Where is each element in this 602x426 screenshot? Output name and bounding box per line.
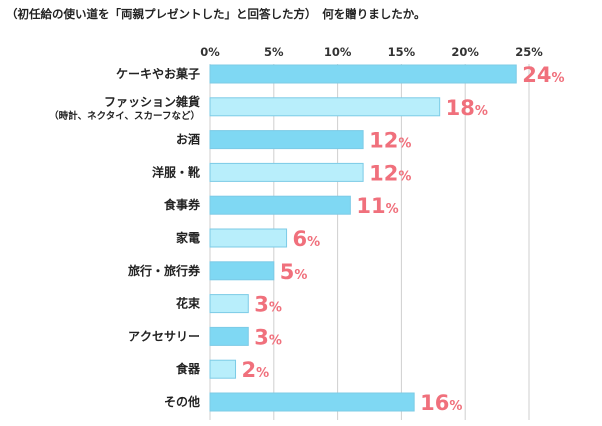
category-label: ファッション雑貨 [104, 94, 200, 109]
data-label: 24% [522, 63, 564, 87]
data-label-value: 11 [356, 194, 385, 218]
x-tick-label: 10% [324, 45, 352, 59]
x-tick-label: 15% [388, 45, 416, 59]
category-label: お酒 [176, 133, 200, 147]
data-label-unit: % [475, 104, 488, 119]
data-label-unit: % [551, 71, 564, 86]
data-label: 3% [254, 293, 282, 317]
bar [209, 97, 441, 117]
x-tick-label: 25% [515, 45, 543, 59]
bar [209, 326, 249, 346]
data-label-value: 18 [446, 96, 475, 120]
category-label: 食事券 [163, 197, 201, 212]
bars [209, 64, 517, 412]
data-label-value: 12 [369, 161, 398, 185]
x-axis-ticks: 0% 5% 10% 15% 20% 25% [200, 45, 543, 59]
bar [209, 162, 364, 182]
data-label: 11% [356, 194, 398, 218]
category-label: 食器 [175, 361, 201, 376]
bar [209, 228, 288, 248]
data-label-value: 3 [254, 293, 269, 317]
data-label-unit: % [307, 235, 320, 250]
data-label: 12% [369, 161, 411, 185]
category-label: 洋服・靴 [152, 164, 200, 179]
category-label: アクセサリー [128, 329, 200, 343]
data-label-unit: % [256, 366, 269, 381]
data-label-value: 5 [280, 260, 295, 284]
data-label-unit: % [386, 202, 399, 217]
bar [209, 294, 249, 314]
data-label: 18% [446, 96, 488, 120]
data-label-unit: % [294, 268, 307, 283]
data-label: 12% [369, 129, 411, 153]
category-sublabel: （時計、ネクタイ、スカーフなど） [49, 110, 200, 122]
data-label: 16% [420, 391, 462, 415]
data-label: 3% [254, 325, 282, 349]
bar [209, 261, 275, 281]
x-tick-label: 0% [200, 45, 220, 59]
bar [209, 195, 351, 215]
data-label-value: 2 [242, 358, 257, 382]
chart-title: （初任給の使い道を「両親プレゼントした」と回答した方） 何を贈りましたか。 [6, 7, 426, 21]
bar [209, 130, 364, 150]
x-tick-label: 5% [264, 45, 284, 59]
data-label-value: 12 [369, 129, 398, 153]
data-label-unit: % [398, 169, 411, 184]
data-label-value: 16 [420, 391, 449, 415]
data-label-unit: % [398, 137, 411, 152]
bar [209, 359, 237, 379]
category-label: ケーキやお菓子 [116, 66, 200, 81]
category-label: 旅行・旅行券 [128, 263, 201, 278]
data-label-unit: % [269, 333, 282, 348]
data-label: 6% [293, 227, 321, 251]
x-tick-label: 20% [451, 45, 479, 59]
category-label: その他 [164, 394, 200, 409]
bar [209, 64, 517, 84]
data-label: 2% [242, 358, 270, 382]
value-labels: 24%18%12%12%11%6%5%3%3%2%16% [242, 63, 565, 415]
data-label-unit: % [269, 301, 282, 316]
category-label: 花束 [176, 296, 201, 311]
data-label-unit: % [449, 399, 462, 414]
data-label-value: 24 [522, 63, 551, 87]
data-label-value: 6 [293, 227, 308, 251]
data-label-value: 3 [254, 325, 269, 349]
category-label: 家電 [176, 230, 200, 245]
data-label: 5% [280, 260, 308, 284]
bar [209, 392, 415, 412]
